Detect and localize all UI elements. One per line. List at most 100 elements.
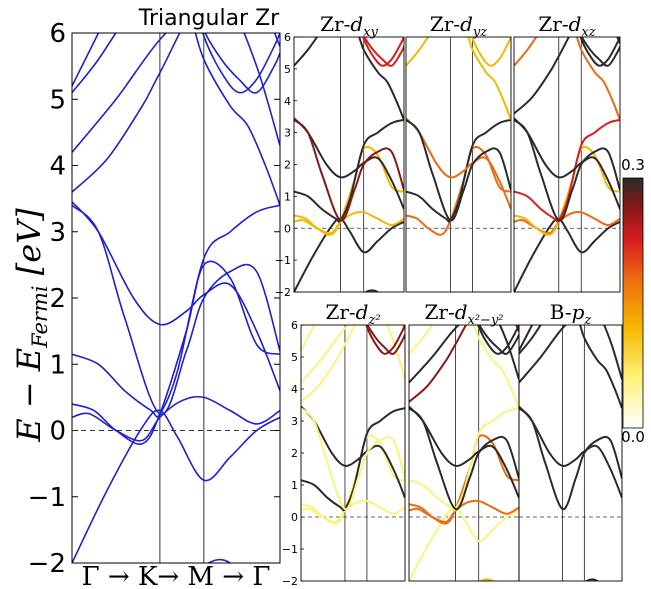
projected-band-line [294,210,404,235]
projected-band-line [409,325,519,403]
projected-ytick-label: 1 [291,479,298,492]
ylabel-sub: Fermi [28,285,52,349]
main-ytick-label: 6 [49,19,66,49]
projected-bands [406,37,511,236]
ylabel-unit: [eV] [10,208,48,286]
main-x-axis-path: Γ → K→ M → Γ [82,562,271,589]
band-line [72,409,280,563]
colorbar: 0.3 0.0 [621,156,645,446]
projected-band-line [409,325,519,384]
projected-band-line [294,37,404,121]
projected-band-line [514,37,620,121]
projected-ytick-label: 2 [291,447,298,460]
svg-text:E − EFermi [eV]: E − EFermi [eV] [10,208,52,443]
band-line [204,33,280,94]
projected-band-line [519,325,622,384]
projected-panel-4: Zr-dz² −2 −1 0 1 2 3 4 5 6 [282,300,406,588]
projected-band-line [406,118,511,223]
projected-band-line [514,145,620,236]
projected-ytick-label: 0 [291,511,298,524]
projected-band-line [579,37,620,67]
projected-ytick-label: 6 [291,319,298,332]
band-line [72,33,280,193]
projected-band-line [514,37,620,115]
projected-band-line [470,37,511,67]
projected-panel-3: Zr-dxz [513,12,621,293]
main-ytick-label: 5 [49,85,66,115]
projected-panel-title: B-pz [550,300,592,328]
main-y-ticks: −2 −1 0 1 2 3 4 5 6 [28,19,280,579]
projected-band-line [514,210,620,235]
projected-ytick-label: 4 [284,95,291,108]
band-line [72,33,280,206]
projected-bands [301,325,405,525]
projected-panel-title: Zr-dxy [320,12,378,40]
projected-band-line [409,405,519,499]
band-line [201,33,280,94]
main-band-panel: Triangular Zr E − EFermi [eV] −2 −1 0 1 2 3 4 5… [10,6,281,589]
projected-band-line [580,37,620,67]
main-axes-frame [71,32,281,564]
projected-band-line [294,118,404,223]
projected-panel-title: Zr-dz² [325,300,380,328]
projected-band-line [301,325,316,352]
projected-band-line [514,119,620,222]
projected-band-line [519,407,622,511]
colorbar-gradient [622,177,644,429]
projected-band-line [514,118,620,223]
projected-axes-frame [293,36,405,293]
projected-ytick-label: −2 [282,575,298,588]
projected-band-line [478,325,519,355]
colorbar-min-label: 0.0 [621,428,645,446]
projected-panel-5: Zr-dx²−y² [408,300,520,582]
projected-band-line [514,117,620,210]
projected-ytick-label: 0 [284,222,291,235]
projected-panel-2: Zr-dyz [405,12,512,293]
projected-band-line [409,407,519,511]
projected-ytick-label: 5 [291,351,298,364]
band-line [72,260,280,446]
projected-band-line [406,119,511,222]
projected-axes-frame [518,324,623,582]
main-ytick-label: −2 [28,549,66,579]
projected-band-line [301,405,405,499]
projected-band-line [363,37,404,67]
main-ytick-label: −1 [28,483,66,513]
projected-band-line [301,407,405,511]
projected-axes-frame [405,36,512,293]
projected-band-line [366,325,405,355]
projected-band-line [409,506,519,581]
main-k-lines [72,33,280,563]
projected-ytick-label: 5 [284,63,291,76]
projected-band-line [294,145,404,236]
projected-ytick-label: 6 [284,31,291,44]
projected-band-line [409,325,519,409]
projected-ytick-label: 4 [291,383,298,396]
projected-band-line [409,407,519,512]
band-line [72,204,280,418]
main-ytick-label: 0 [49,417,66,447]
band-line [72,33,280,153]
projected-band-line [519,325,622,409]
projected-band-line [301,434,405,525]
projected-band-line [301,407,405,512]
projected-band-line [365,325,405,355]
projected-panel-title: Zr-dx²−y² [424,300,503,328]
projected-bands [519,325,622,581]
band-line [72,204,280,415]
projected-bands [409,325,519,581]
projected-panel-6: B-pz [518,300,623,582]
projected-axes-frame [300,324,406,582]
projected-band-line [406,37,511,121]
band-line [72,395,280,442]
main-ytick-label: 1 [49,350,66,380]
projected-ytick-label: 2 [284,159,291,172]
projected-band-line [519,405,622,499]
main-ytick-label: 2 [49,284,66,314]
projected-band-line [406,117,511,210]
projected-band-line [519,325,534,352]
ylabel-main: E − E [10,348,48,443]
main-panel-title: Triangular Zr [138,6,280,31]
projected-ytick-label: −2 [275,286,291,299]
